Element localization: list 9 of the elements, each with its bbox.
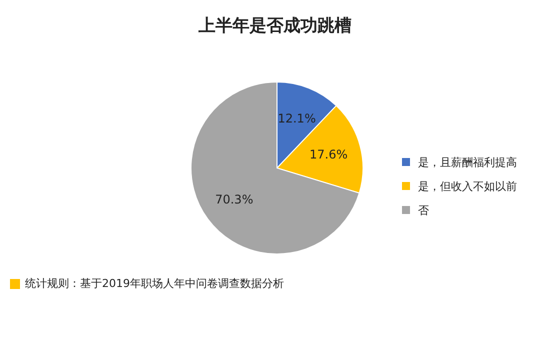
data-label: 17.6%: [310, 147, 348, 162]
legend-label: 是，但收入不如以前: [418, 178, 517, 194]
legend-label: 是，且薪酬福利提高: [418, 154, 517, 170]
chart-title: 上半年是否成功跳槽: [198, 15, 352, 37]
pie-slice: [190, 82, 360, 254]
text: 统计规则：基于2019年职场人年中问卷调查数据分析: [25, 276, 284, 291]
data-label: 12.1%: [278, 111, 316, 126]
legend-label: 否: [418, 202, 429, 218]
data-label: 70.3%: [215, 192, 254, 207]
